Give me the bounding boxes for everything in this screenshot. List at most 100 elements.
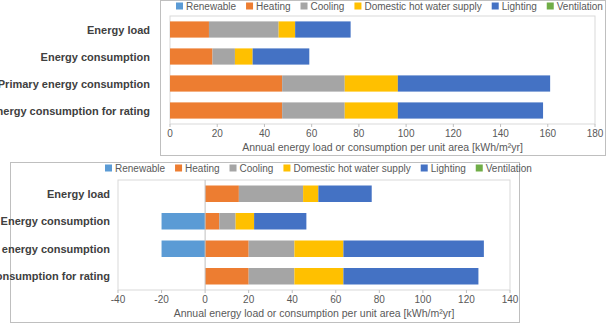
bar: [254, 213, 306, 230]
chart-0: 020406080100120140160180Annual energy lo…: [0, 1, 606, 156]
bar: [343, 268, 478, 285]
x-tick-label: 0: [167, 128, 173, 139]
category-label: Energy load: [47, 188, 110, 200]
x-tick-label: 140: [502, 294, 519, 305]
bar: [162, 241, 206, 258]
bars: [162, 186, 484, 285]
bar: [249, 268, 295, 285]
category-label: Primary energy consumption: [0, 243, 110, 255]
category-label: Energy consumption: [41, 51, 151, 63]
legend-label: Heating: [256, 1, 290, 12]
bar: [249, 241, 295, 258]
bars: [170, 21, 550, 118]
legend-label: Cooling: [311, 1, 345, 12]
x-tick-label: 40: [259, 128, 271, 139]
bar: [170, 48, 213, 64]
bar: [236, 213, 255, 230]
bar: [235, 48, 253, 64]
x-tick: [466, 290, 467, 293]
legend-label: Lighting: [431, 163, 466, 174]
legend-label: Domestic hot water supply: [364, 1, 481, 12]
legend-swatch: [283, 165, 290, 172]
bar: [350, 21, 351, 37]
x-tick-label: 40: [287, 294, 299, 305]
bar: [398, 102, 543, 118]
x-tick-label: 20: [212, 128, 224, 139]
x-tick-label: 100: [415, 294, 432, 305]
legend-swatch: [246, 3, 253, 10]
chart-frame: [161, 1, 606, 156]
bar: [294, 241, 343, 258]
bar: [303, 186, 318, 203]
x-tick: [311, 124, 312, 127]
x-tick-label: 60: [306, 128, 318, 139]
chart-1: -40-20020406080100120140Annual energy lo…: [0, 163, 532, 323]
bar: [483, 241, 484, 258]
x-tick: [335, 290, 336, 293]
x-tick-label: -40: [111, 294, 126, 305]
bar: [253, 48, 310, 64]
x-tick: [379, 290, 380, 293]
x-tick-label: 160: [539, 128, 556, 139]
legend-swatch: [547, 3, 554, 10]
x-tick: [422, 290, 423, 293]
bar: [550, 75, 551, 91]
bar: [205, 186, 239, 203]
x-tick: [205, 290, 206, 293]
bar: [345, 75, 398, 91]
legend-label: Cooling: [240, 163, 274, 174]
legend-label: Renewable: [186, 1, 236, 12]
legend-label: Renewable: [115, 163, 165, 174]
bar: [170, 102, 282, 118]
legend-label: Ventilation: [486, 163, 532, 174]
x-tick-label: 140: [492, 128, 509, 139]
bar: [213, 48, 235, 64]
bar: [294, 268, 343, 285]
bar: [219, 213, 235, 230]
bar: [282, 102, 345, 118]
x-tick-label: 0: [202, 294, 208, 305]
plot-frame: [170, 16, 595, 124]
x-tick: [118, 290, 119, 293]
bar: [343, 241, 483, 258]
legend-swatch: [492, 3, 499, 10]
legend-swatch: [175, 165, 182, 172]
chart-canvas: 020406080100120140160180Annual energy lo…: [0, 0, 611, 323]
x-tick: [217, 124, 218, 127]
bar: [170, 21, 209, 37]
bar: [205, 268, 249, 285]
category-label: Primary energy consumption for rating: [0, 270, 110, 282]
category-label: Primary energy consumption: [0, 78, 150, 90]
legend-label: Lighting: [502, 1, 537, 12]
x-tick: [161, 290, 162, 293]
legend-label: Heating: [185, 163, 219, 174]
legend-swatch: [354, 3, 361, 10]
bar: [306, 213, 307, 230]
x-tick: [264, 124, 265, 127]
bar: [345, 102, 398, 118]
x-tick: [595, 124, 596, 127]
plot-frame: [118, 180, 510, 290]
bar: [282, 75, 345, 91]
bar: [205, 213, 219, 230]
x-tick-label: 120: [458, 294, 475, 305]
x-tick-label: 80: [374, 294, 386, 305]
bar: [162, 213, 206, 230]
legend-swatch: [230, 165, 237, 172]
legend-swatch: [176, 3, 183, 10]
legend-swatch: [476, 165, 483, 172]
legend-swatch: [421, 165, 428, 172]
x-axis-label: Annual energy load or consumption per un…: [242, 141, 523, 153]
bar: [478, 268, 479, 285]
x-axis-label: Annual energy load or consumption per un…: [174, 307, 455, 319]
bar: [398, 75, 550, 91]
bar: [239, 186, 303, 203]
legend-label: Ventilation: [557, 1, 603, 12]
x-tick-label: 20: [243, 294, 255, 305]
x-tick: [547, 124, 548, 127]
x-tick: [170, 124, 171, 127]
bar: [205, 241, 249, 258]
x-tick-label: 60: [330, 294, 342, 305]
bar: [209, 21, 279, 37]
zero-line: [205, 180, 206, 290]
